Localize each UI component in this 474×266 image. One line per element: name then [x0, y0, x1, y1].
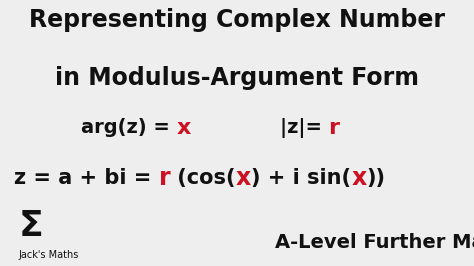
Text: r: r	[159, 166, 171, 190]
Text: )): ))	[366, 168, 385, 188]
Text: Σ: Σ	[19, 209, 44, 243]
Text: |z|=: |z|=	[280, 118, 328, 138]
Text: x: x	[176, 118, 191, 138]
Text: in Modulus-Argument Form: in Modulus-Argument Form	[55, 66, 419, 90]
Text: A-Level Further Maths: A-Level Further Maths	[275, 232, 474, 252]
Text: z = a + bi =: z = a + bi =	[14, 168, 159, 188]
Text: x: x	[236, 166, 251, 190]
Text: r: r	[328, 118, 339, 138]
Text: arg(z) =: arg(z) =	[81, 118, 176, 137]
Text: Representing Complex Number: Representing Complex Number	[29, 8, 445, 32]
Text: ) + i sin(: ) + i sin(	[251, 168, 351, 188]
Text: x: x	[351, 166, 366, 190]
Text: Jack's Maths: Jack's Maths	[19, 250, 79, 260]
Text: (cos(: (cos(	[171, 168, 236, 188]
